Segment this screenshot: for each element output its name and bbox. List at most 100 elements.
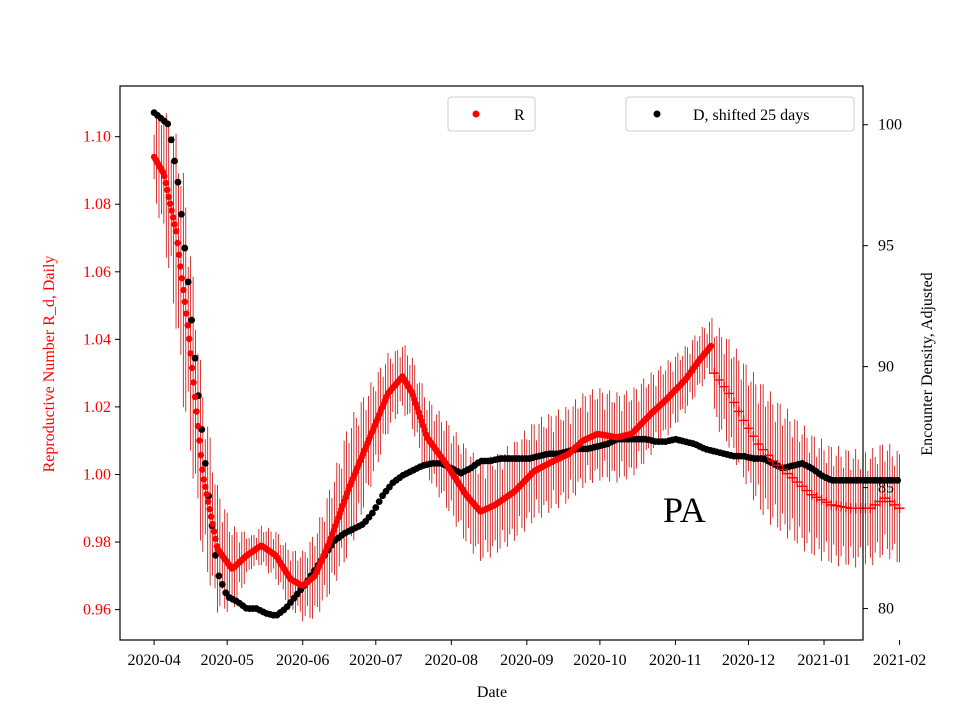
x-tick-label: 2020-08 — [425, 652, 478, 669]
r-forecast-point — [831, 500, 842, 511]
r-point — [172, 228, 180, 235]
r-forecast-point — [762, 450, 773, 461]
r-point — [194, 422, 202, 430]
x-axis-label: Date — [477, 684, 507, 701]
x-tick-label: 2020-09 — [500, 652, 553, 669]
r-point — [161, 172, 168, 180]
r-forecast-point — [811, 492, 822, 503]
r-point — [212, 535, 219, 543]
d-point — [171, 157, 178, 165]
r-point — [169, 214, 177, 221]
x-tick-label: 2020-05 — [201, 652, 254, 669]
y-left-tick-label: 1.06 — [83, 264, 111, 281]
plot-frame — [119, 85, 864, 641]
d-point — [368, 509, 376, 517]
r-forecast-point — [714, 374, 725, 385]
r-forecast-point — [738, 415, 749, 426]
r-forecast-point — [787, 472, 798, 483]
legend-d: D, shifted 25 days — [625, 96, 855, 132]
x-tick-label: 2020-06 — [276, 652, 329, 669]
d-series-layer — [150, 109, 901, 619]
y-left-tick-label: 1.04 — [83, 331, 111, 348]
d-point — [191, 354, 199, 362]
r-point — [196, 437, 203, 444]
d-point — [174, 178, 182, 186]
r-point — [190, 379, 197, 386]
d-point — [201, 459, 209, 467]
legend-d-label: D, shifted 25 days — [693, 107, 809, 124]
r-point — [162, 179, 169, 187]
r-point — [171, 221, 178, 228]
y-left-tick-label: 1.00 — [83, 466, 111, 483]
y-left-tick-label: 0.96 — [83, 602, 111, 619]
d-point — [218, 580, 226, 588]
r-forecast-point — [719, 381, 730, 392]
legend-r-marker — [472, 110, 480, 118]
r-forecast-point — [806, 489, 817, 500]
r-point — [165, 193, 172, 200]
x-tick-label: 2020-10 — [573, 652, 626, 669]
r-forecast-point — [797, 481, 808, 492]
annotation-pa: PA — [663, 490, 706, 530]
r-point — [206, 505, 213, 513]
x-tick-label: 2020-11 — [649, 652, 702, 669]
r-forecast-point — [758, 444, 769, 455]
r-forecast-point — [709, 368, 720, 379]
d-point — [188, 316, 196, 324]
r-point — [188, 364, 196, 372]
r-point — [199, 466, 206, 473]
y-axis-label-left: Reproductive Number R_d, Daily — [41, 256, 58, 473]
y-left-tick-label: 1.10 — [83, 129, 111, 146]
d-point — [181, 244, 189, 252]
d-point — [894, 476, 901, 484]
r-forecast-point — [767, 455, 778, 466]
y-right-tick-label: 90 — [878, 359, 894, 376]
x-tick-label: 2020-07 — [349, 652, 402, 669]
r-forecast-point — [782, 468, 793, 479]
d-point — [177, 210, 185, 218]
r-forecast-point — [801, 485, 812, 496]
r-point — [204, 498, 212, 505]
r-forecast-point — [724, 388, 735, 399]
r-point — [191, 393, 199, 401]
x-tick-label: 2021-01 — [797, 652, 850, 669]
r-point — [177, 263, 184, 270]
r-point — [166, 200, 174, 207]
r-point — [210, 528, 218, 535]
r-point — [168, 207, 175, 214]
r-point — [185, 335, 193, 343]
y-right-tick-label: 95 — [878, 238, 894, 255]
r-forecast-point — [728, 397, 739, 408]
r-forecast-point — [777, 464, 788, 475]
x-tick-label: 2021-02 — [873, 652, 926, 669]
r-point — [184, 322, 191, 329]
r-point — [174, 239, 181, 247]
r-point — [181, 298, 188, 305]
r-forecast-point — [753, 439, 764, 450]
axes: 2020-04 2020-05 2020-06 2020-07 2020-08 2020-… — [83, 85, 926, 669]
d-point — [372, 504, 380, 511]
y-axis-label-right: Encounter Density, Adjusted — [919, 272, 936, 455]
r-point — [164, 186, 171, 194]
r-point — [207, 513, 215, 520]
r-forecast-point — [836, 501, 847, 512]
x-tick-label: 2020-12 — [722, 652, 775, 669]
y-left-tick-label: 1.08 — [83, 196, 111, 213]
r-forecast-point — [826, 499, 837, 510]
r-forecast-point — [772, 460, 783, 471]
r-point — [193, 408, 200, 415]
r-forecast-point — [816, 494, 827, 505]
r-forecast-point — [748, 431, 759, 442]
d-point — [184, 278, 192, 286]
r-point — [178, 275, 186, 282]
r-point — [187, 350, 194, 357]
r-forecast-point — [894, 503, 905, 514]
r-point — [197, 451, 205, 459]
d-point — [167, 136, 175, 144]
d-point — [215, 572, 223, 580]
d-point — [375, 498, 383, 506]
x-tick-label: 2020-04 — [127, 652, 180, 669]
r-point — [180, 286, 187, 294]
r-forecast-point — [792, 477, 803, 488]
